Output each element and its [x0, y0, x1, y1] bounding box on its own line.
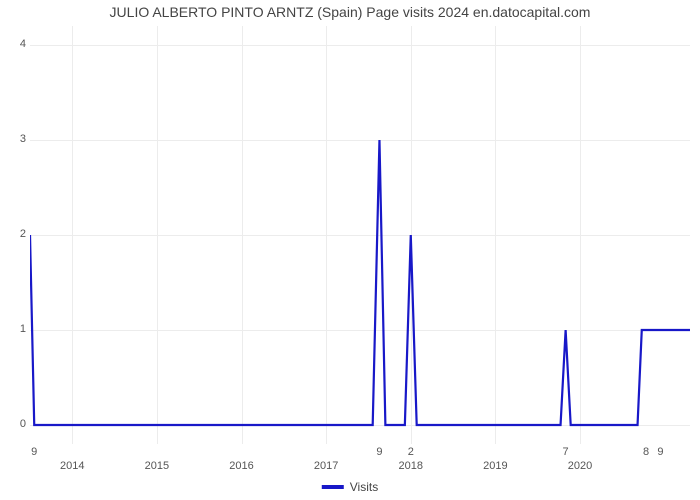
data-point-label: 9 [31, 446, 37, 458]
legend-swatch [322, 485, 344, 489]
y-tick-label: 1 [6, 323, 26, 335]
y-tick-label: 0 [6, 418, 26, 430]
x-tick-label: 2017 [314, 460, 338, 472]
y-tick-label: 4 [6, 38, 26, 50]
chart-container: JULIO ALBERTO PINTO ARNTZ (Spain) Page v… [0, 0, 700, 500]
data-point-label: 7 [563, 446, 569, 458]
x-tick-label: 2015 [145, 460, 169, 472]
data-point-label: 9 [657, 446, 663, 458]
data-point-label: 8 [643, 446, 649, 458]
y-tick-label: 3 [6, 133, 26, 145]
x-tick-label: 2014 [60, 460, 84, 472]
legend: Visits [322, 480, 378, 494]
x-tick-label: 2019 [483, 460, 507, 472]
data-point-label: 2 [408, 446, 414, 458]
x-tick-label: 2016 [229, 460, 253, 472]
plot-area [30, 26, 690, 444]
data-point-label: 9 [376, 446, 382, 458]
y-tick-label: 2 [6, 228, 26, 240]
series-line [30, 26, 690, 444]
x-tick-label: 2020 [568, 460, 592, 472]
legend-label: Visits [350, 480, 378, 494]
chart-title: JULIO ALBERTO PINTO ARNTZ (Spain) Page v… [0, 4, 700, 20]
x-tick-label: 2018 [399, 460, 423, 472]
